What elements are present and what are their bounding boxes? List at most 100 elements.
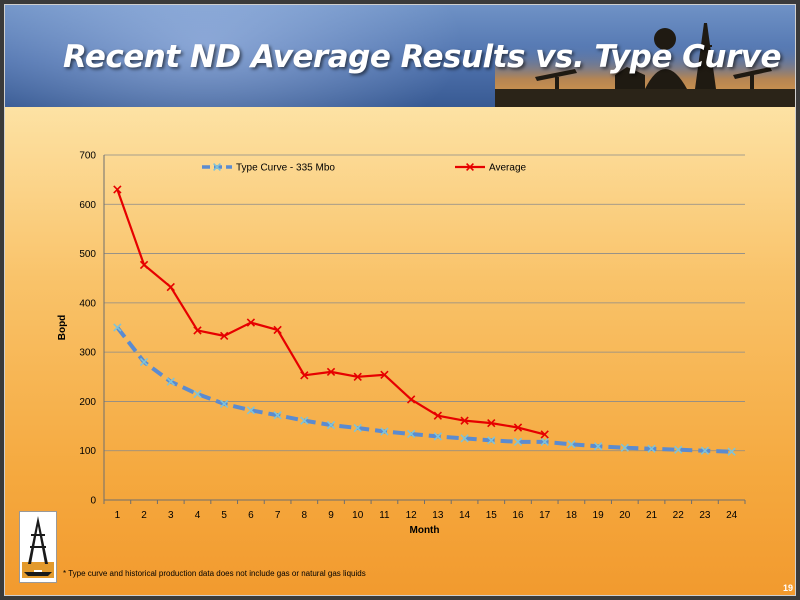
y-tick-label: 600 [79,200,96,211]
x-tick-label: 14 [459,510,471,521]
x-tick-label: 2 [141,510,147,521]
data-point [246,406,256,415]
gridlines [104,154,745,452]
data-point [406,429,416,439]
data-point [193,389,202,399]
x-tick-label: 20 [619,510,631,521]
y-axis-title: Bopd [57,315,68,341]
legend-item: Type Curve - 335 Mbo [202,163,335,174]
data-point [513,423,523,432]
data-point [166,377,175,386]
footnote: * Type curve and historical production d… [63,569,366,578]
data-point [567,440,576,449]
data-point [647,444,656,453]
data-point [433,432,443,441]
x-tick-label: 7 [275,510,281,521]
data-point [700,446,710,455]
company-logo [19,511,57,583]
data-point [326,420,336,430]
x-tick-label: 19 [593,510,605,521]
data-point [406,395,416,404]
data-point [300,416,309,425]
header-glow [5,5,465,107]
data-point [113,185,122,194]
x-tick-label: 21 [646,510,658,521]
header-banner: Recent ND Average Results vs. Type Curve [5,5,795,107]
data-point [326,367,336,377]
data-point [220,399,229,409]
data-point [273,411,282,420]
series-type-curve [113,323,736,456]
x-tick-label: 4 [195,510,201,521]
x-tick-label: 11 [379,510,390,521]
x-tick-label: 5 [221,510,227,521]
legend: Type Curve - 335 Mbo Average [202,163,527,174]
data-point [139,260,149,270]
data-point [380,427,389,436]
data-point [220,331,229,341]
data-point [353,372,362,381]
data-point [540,430,549,439]
data-point [487,418,496,428]
data-point [460,416,469,425]
y-tick-label: 500 [79,249,96,260]
data-point [620,443,629,452]
series-average [113,185,549,439]
oil-derrick-logo-icon [22,516,54,578]
page-number: 19 [783,583,794,593]
slide: Recent ND Average Results vs. Type Curve… [4,4,796,596]
y-tick-label: 300 [79,348,96,359]
data-point [193,326,202,335]
x-tick-label: 6 [248,510,254,521]
x-tick-label: 22 [673,510,685,521]
data-point [113,323,122,332]
data-point [487,436,496,445]
x-tick-label: 16 [512,510,524,521]
y-tick-label: 400 [79,298,96,309]
x-tick-label: 10 [352,510,364,521]
x-tick-label: 8 [302,510,308,521]
legend-label: Type Curve - 335 Mbo [236,163,335,174]
x-tick-label: 24 [726,510,738,521]
legend-label: Average [489,163,527,174]
content-background [5,107,795,595]
data-point [166,282,175,292]
legend-marker [466,163,474,171]
data-point [674,445,683,454]
series-line [115,326,732,454]
x-tick-label: 1 [115,510,121,521]
data-point [380,370,389,379]
x-tick-label: 17 [539,510,551,521]
x-tick-label: 23 [699,510,711,521]
x-tick-label: 9 [328,510,334,521]
data-point [300,371,309,380]
data-point [540,437,549,447]
x-axis-title: Month [410,525,440,536]
y-tick-label: 700 [79,151,96,162]
data-point [513,437,523,447]
legend-marker [213,163,221,171]
data-point [727,447,736,456]
series-layer [113,185,736,456]
x-tick-label: 15 [486,510,498,521]
slide-title: Recent ND Average Results vs. Type Curve [63,39,782,75]
x-tick-label: 13 [432,510,444,521]
y-tick-label: 100 [79,446,96,457]
series-line [116,189,545,436]
data-point [460,434,469,443]
data-point [593,442,603,451]
data-point [139,357,149,367]
data-point [353,423,362,433]
y-tick-label: 200 [79,397,96,408]
oilfield-silhouette-image [495,23,795,107]
data-point [246,318,256,327]
y-tick-label: 0 [90,496,96,507]
x-tick-label: 18 [566,510,578,521]
data-point [433,411,443,420]
data-point [273,325,282,335]
legend-item: Average [455,163,527,174]
x-tick-label: 12 [406,510,418,521]
x-tick-label: 3 [168,510,174,521]
